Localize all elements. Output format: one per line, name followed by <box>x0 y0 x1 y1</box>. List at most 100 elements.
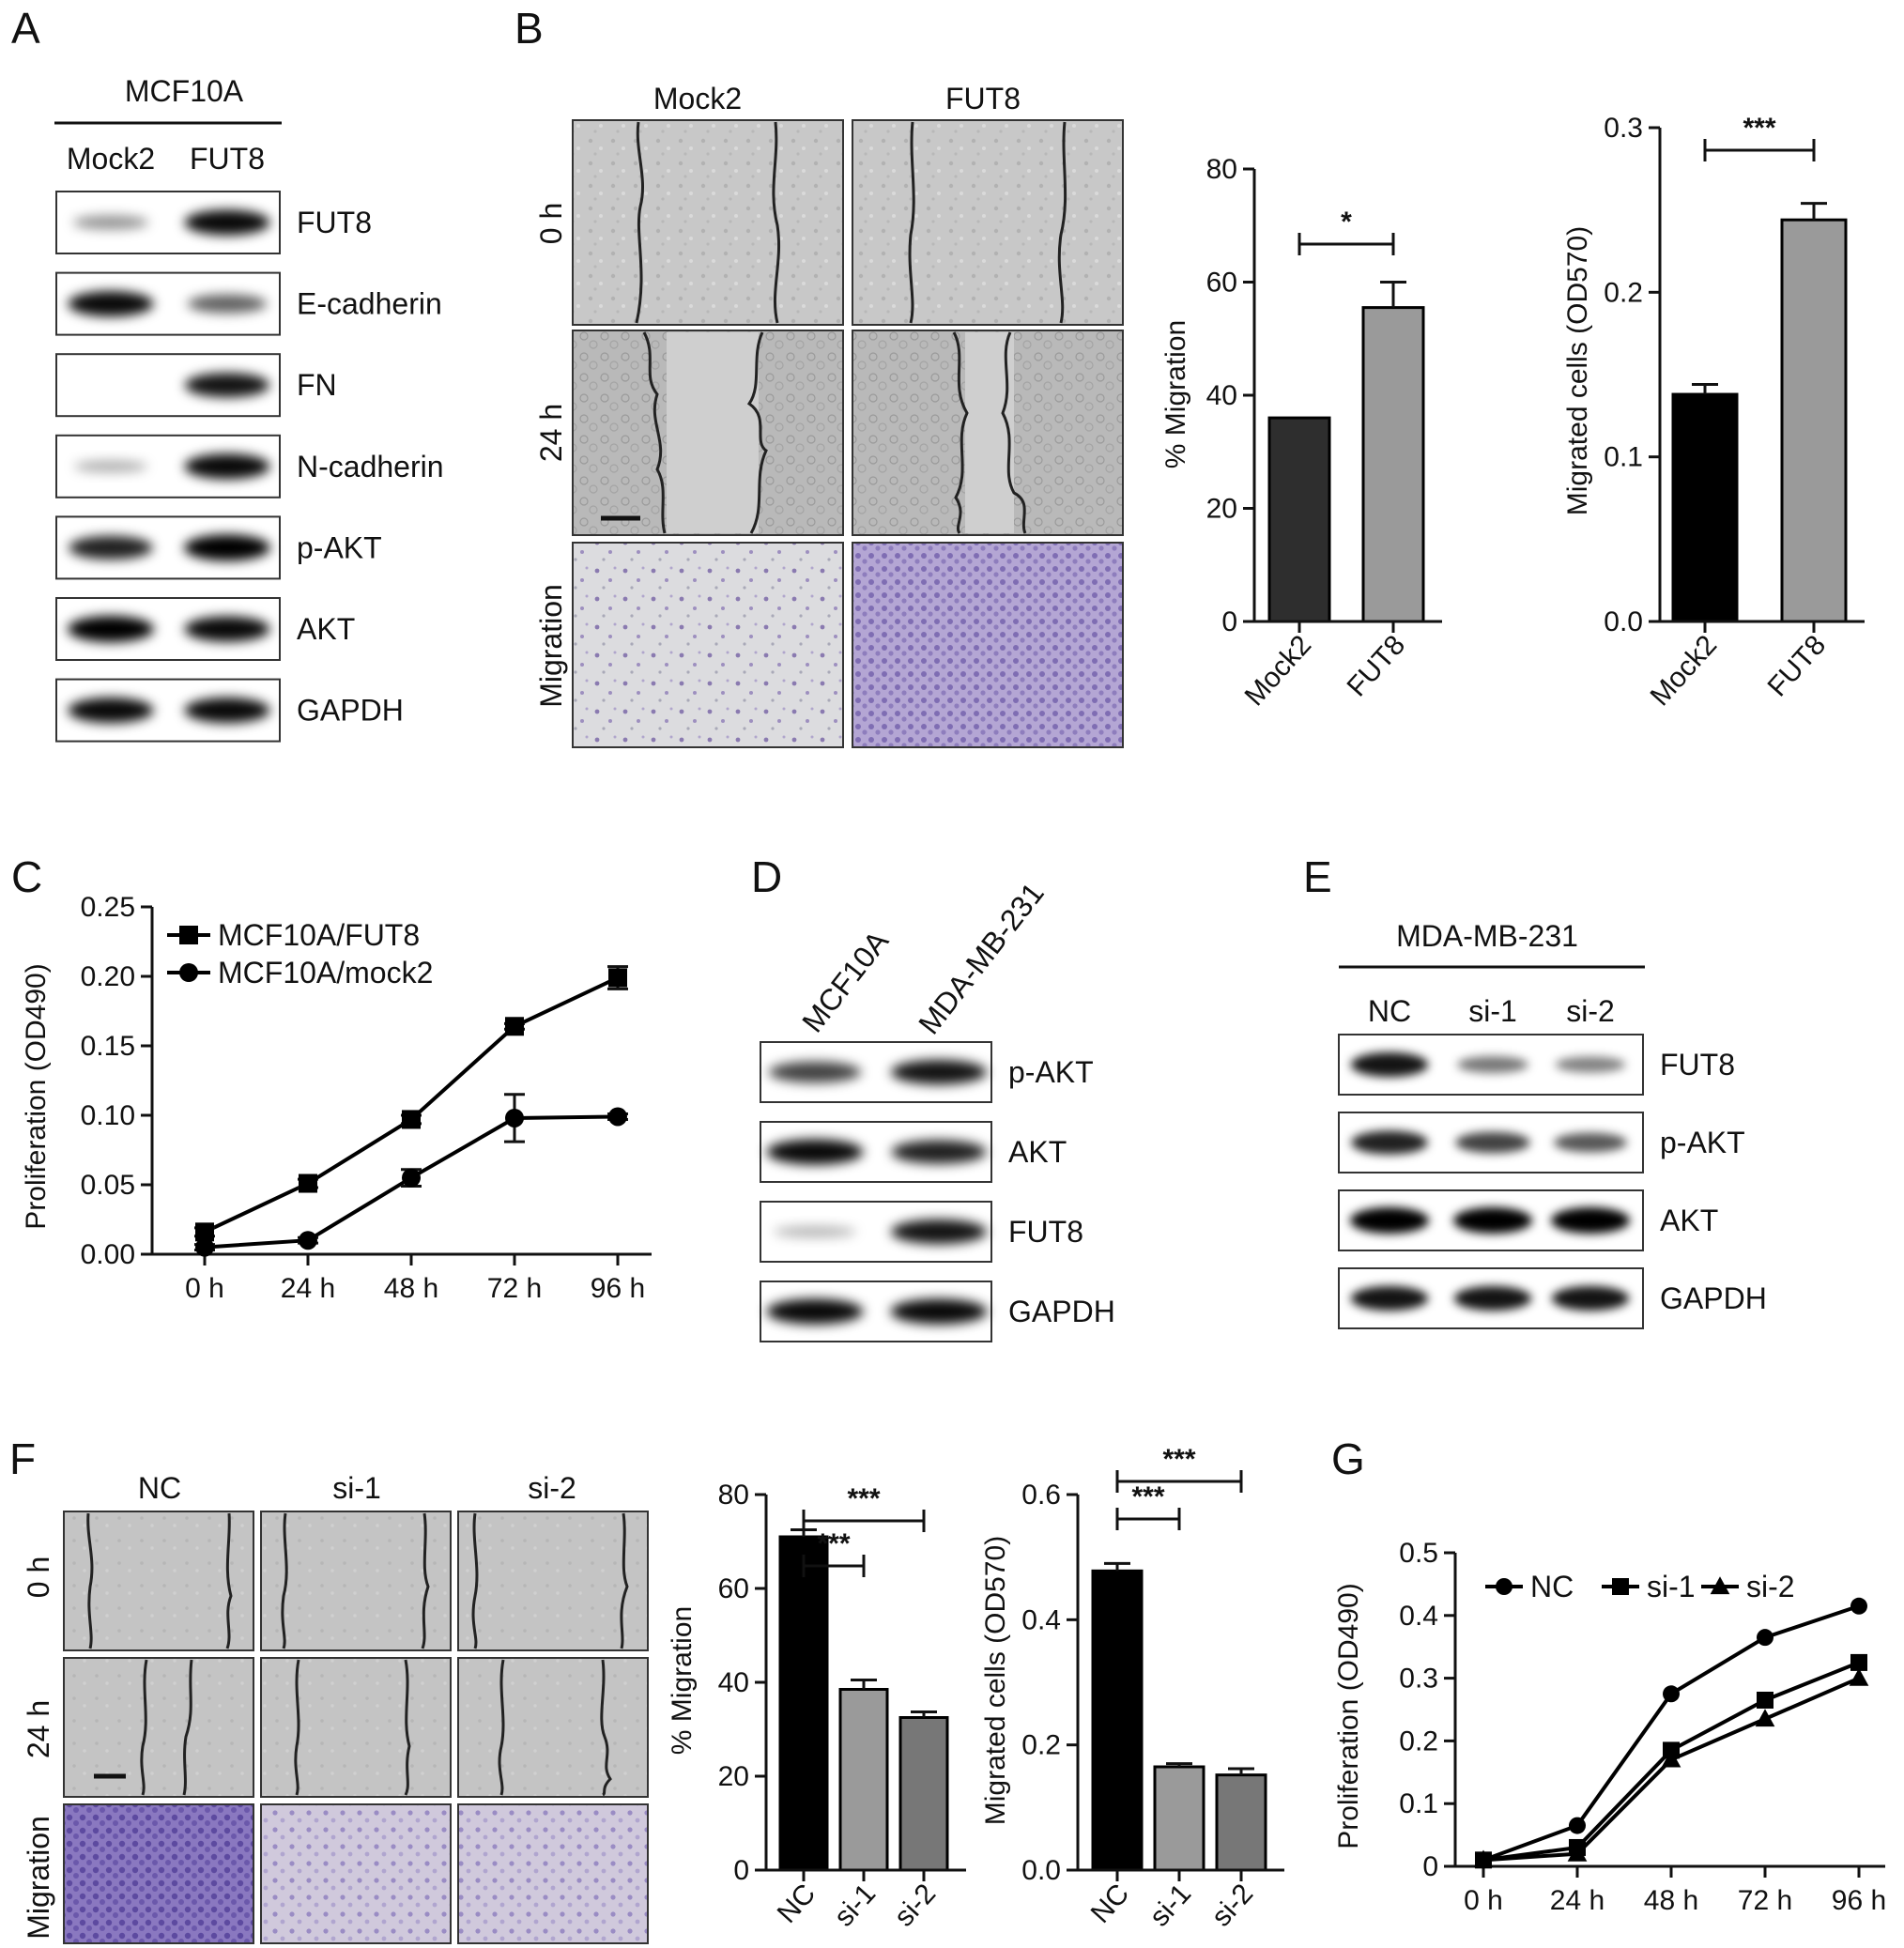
marker-circle <box>1569 1817 1586 1834</box>
wound-edge-line <box>952 331 969 534</box>
wound-edge-line <box>225 1512 233 1649</box>
x-tick-label: 96 h <box>1832 1885 1886 1916</box>
micro-b-col-label: FUT8 <box>945 82 1021 115</box>
legend-label: MCF10A/mock2 <box>218 956 433 989</box>
significance-label: * <box>1341 207 1352 238</box>
bar <box>1361 306 1425 623</box>
y-tick-label: 0 <box>733 1855 749 1886</box>
wound-edge-line <box>498 1659 505 1796</box>
blot-band <box>1455 1131 1530 1154</box>
wound-edge-line <box>281 1512 288 1649</box>
y-tick-label: 0 <box>1221 606 1237 637</box>
blot-band <box>1350 1207 1429 1234</box>
micrograph-fut8-0h <box>852 119 1124 326</box>
blot-band <box>184 453 270 480</box>
wound-edge-line <box>1057 121 1067 324</box>
blot-band <box>184 373 270 398</box>
series-line <box>204 975 619 1235</box>
x-tick-label: 24 h <box>1550 1885 1605 1916</box>
micro-f-col-label: NC <box>138 1471 181 1505</box>
blot-band <box>1453 1207 1532 1234</box>
y-tick-label: 0.0 <box>1604 606 1643 637</box>
x-tick-label: si-2 <box>1205 1879 1259 1933</box>
blot-a-lane-label: FUT8 <box>190 142 265 176</box>
blot-row-label: AKT <box>1660 1204 1718 1237</box>
blot-row-label: GAPDH <box>1660 1281 1767 1315</box>
blot-band <box>890 1219 988 1245</box>
micrograph-si1-migration <box>260 1803 452 1944</box>
blot-row-label: p-AKT <box>1008 1055 1094 1089</box>
marker-circle <box>608 1107 627 1127</box>
bar <box>778 1535 829 1872</box>
wound-edge-line <box>86 1512 94 1649</box>
blot-d-lane-label: MCF10A <box>795 924 895 1038</box>
micrograph-si2-migration <box>457 1803 649 1944</box>
chart-b-percent-migration: % Migration 0 20 40 60 80 Mock2 FUT8 * <box>1160 154 1442 712</box>
wound-edge-line <box>620 1512 629 1649</box>
micrograph-nc-migration <box>63 1803 254 1944</box>
wound-edge-line <box>746 331 768 534</box>
bar <box>1267 416 1331 623</box>
panel-label-c: C <box>11 852 42 901</box>
chart-g-proliferation: Proliferation (OD490) 0 0.1 0.2 0.3 0.4 0.5 0 … <box>1333 1538 1886 1916</box>
blot-a-lane-label: Mock2 <box>67 142 155 176</box>
x-tick-label: si-1 <box>1144 1879 1197 1933</box>
y-tick-label: 0.5 <box>1399 1538 1438 1569</box>
blot-e-header: MDA-MB-231 <box>1396 919 1578 953</box>
blot-band <box>1555 1056 1626 1073</box>
blot-band <box>1453 1285 1532 1311</box>
y-tick-label: 0.10 <box>81 1100 135 1131</box>
marker-triangle <box>1661 1749 1681 1768</box>
wound-edge-line <box>140 1659 148 1796</box>
x-tick-label: 48 h <box>1644 1885 1698 1916</box>
chart-f-migrated-cells: Migrated cells (OD570) 0.00.20.40.6NC si-… <box>980 1444 1284 1933</box>
blot-band <box>68 698 154 724</box>
wound-edge-line <box>421 1512 430 1649</box>
panel-label-a: A <box>11 4 40 53</box>
marker-square <box>402 1110 421 1129</box>
marker-square <box>1850 1653 1867 1671</box>
significance-label: *** <box>1131 1481 1164 1512</box>
marker-square <box>1612 1578 1629 1595</box>
marker-square <box>179 926 198 944</box>
x-tick-label: FUT8 <box>1341 630 1411 703</box>
x-tick-label: NC <box>1085 1879 1136 1929</box>
marker-triangle <box>1849 1667 1869 1686</box>
marker-circle <box>195 1237 214 1257</box>
x-tick-label: Mock2 <box>1239 630 1318 713</box>
blot-row-label: AKT <box>1008 1135 1067 1169</box>
micrograph-si2-24h <box>457 1657 649 1798</box>
marker-square <box>299 1173 317 1193</box>
panel-label-e: E <box>1303 852 1332 901</box>
micrograph-grid-b: Mock2 FUT8 0 h 24 h Migration <box>534 82 1124 748</box>
wound-edge-line <box>404 1659 411 1796</box>
blot-row-label: FN <box>297 368 337 402</box>
y-tick-label: 0.0 <box>1021 1855 1061 1886</box>
micro-f-col-label: si-2 <box>528 1471 576 1505</box>
legend-label: si-2 <box>1746 1570 1795 1603</box>
blot-band <box>890 1059 988 1085</box>
y-tick-label: 80 <box>1206 154 1237 185</box>
blot-row-label: p-AKT <box>297 530 382 564</box>
blot-row-label: p-AKT <box>1660 1126 1745 1159</box>
wound-edge-line <box>294 1659 300 1796</box>
wound-edge-line <box>635 121 644 324</box>
blot-band <box>1350 1051 1429 1078</box>
blot-row-label: FUT8 <box>297 206 372 239</box>
y-tick-label: 0.2 <box>1399 1726 1438 1756</box>
marker-circle <box>402 1168 421 1188</box>
x-tick-label: si-1 <box>828 1879 882 1933</box>
x-tick-label: 0 h <box>1464 1885 1503 1916</box>
marker-circle <box>1496 1578 1512 1595</box>
blot-band <box>68 291 154 317</box>
x-tick-label: 72 h <box>487 1273 542 1304</box>
significance-label: *** <box>847 1483 880 1514</box>
blot-band <box>187 294 268 314</box>
y-tick-label: 0.1 <box>1399 1788 1438 1819</box>
x-tick-label: Mock2 <box>1645 630 1724 713</box>
y-tick-label: 0.4 <box>1399 1601 1438 1632</box>
blot-band <box>1551 1285 1630 1311</box>
blot-row-label: AKT <box>297 612 355 646</box>
micrograph-nc-24h <box>63 1657 254 1798</box>
blot-band <box>68 616 154 642</box>
